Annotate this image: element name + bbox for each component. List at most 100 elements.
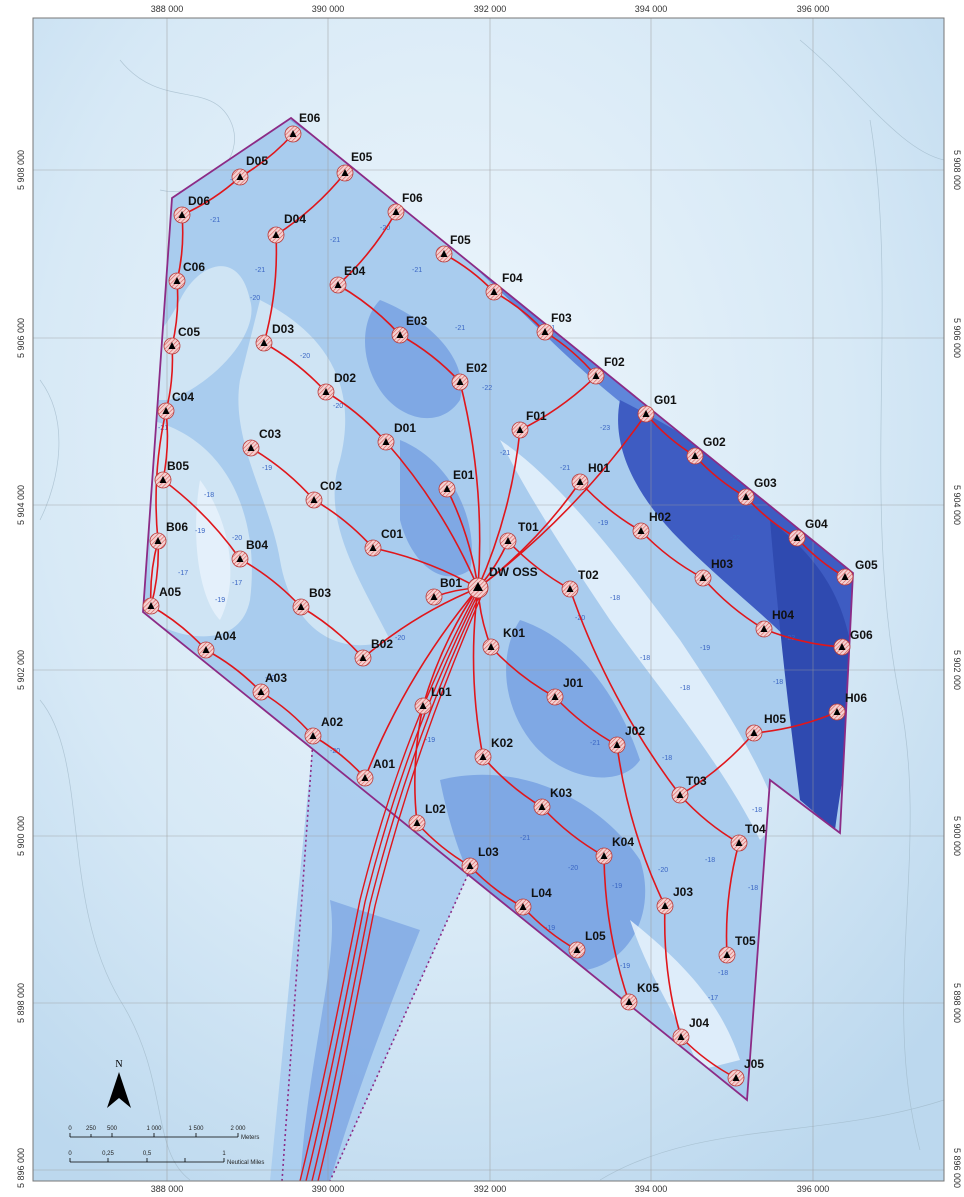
turbine-label: A04: [214, 629, 236, 643]
turbine-e04[interactable]: E04: [329, 264, 366, 294]
scale-tick: 2 000: [230, 1126, 246, 1132]
y-tick-label: 5 906 000: [16, 318, 26, 358]
turbine-f06[interactable]: F06: [387, 191, 423, 221]
turbine-icon: [699, 574, 707, 581]
turbine-d02[interactable]: D02: [317, 371, 356, 401]
turbine-k02[interactable]: K02: [474, 736, 513, 766]
scale-bar: 0 250 500 1 000 1 500 2 000 Meters 0 0,2…: [68, 1126, 264, 1166]
turbine-icon: [742, 493, 750, 500]
turbine-e06[interactable]: E06: [284, 111, 321, 143]
turbine-a01[interactable]: A01: [356, 757, 395, 787]
turbine-d01[interactable]: D01: [377, 421, 416, 451]
depth-label: -20: [568, 865, 578, 872]
turbine-g06[interactable]: G06: [833, 628, 873, 656]
depth-label: -17: [178, 570, 188, 577]
turbine-c05[interactable]: C05: [163, 325, 200, 355]
x-tick-label: 388 000: [151, 4, 184, 14]
turbine-l02[interactable]: L02: [408, 802, 446, 832]
turbine-c04[interactable]: C04: [157, 390, 194, 420]
turbine-icon: [413, 819, 421, 826]
turbine-e02[interactable]: E02: [451, 361, 488, 391]
turbine-j03[interactable]: J03: [656, 885, 693, 915]
turbine-h02[interactable]: H02: [632, 510, 671, 540]
turbine-j01[interactable]: J01: [546, 676, 583, 706]
turbine-k05[interactable]: K05: [620, 981, 659, 1011]
turbine-j02[interactable]: J02: [608, 724, 645, 754]
turbine-d05[interactable]: D05: [231, 154, 268, 186]
turbine-label: B04: [246, 538, 268, 552]
y-tick-labels-left: 5 908 000 5 906 000 5 904 000 5 902 000 …: [16, 150, 26, 1188]
turbine-b06[interactable]: B06: [149, 520, 188, 550]
turbine-l03[interactable]: L03: [461, 845, 499, 875]
turbine-g05[interactable]: G05: [836, 558, 878, 586]
turbine-g01[interactable]: G01: [637, 393, 677, 423]
turbine-j05[interactable]: J05: [727, 1057, 764, 1087]
turbine-a02[interactable]: A02: [304, 715, 343, 745]
turbine-e01[interactable]: E01: [438, 468, 475, 498]
turbine-icon: [519, 903, 527, 910]
scale-tick: 1: [222, 1151, 226, 1157]
turbine-icon: [793, 534, 801, 541]
turbine-c02[interactable]: C02: [305, 479, 342, 509]
x-tick-labels-bottom: 388 000 390 000 392 000 394 000 396 000: [151, 1184, 830, 1194]
turbine-b02[interactable]: B02: [354, 637, 393, 667]
turbine-f04[interactable]: F04: [485, 271, 523, 301]
turbine-f01[interactable]: F01: [511, 409, 547, 439]
turbine-c03[interactable]: C03: [242, 427, 281, 457]
turbine-h03[interactable]: H03: [694, 557, 733, 587]
offshore-substation[interactable]: DW OSS: [467, 565, 538, 599]
turbine-label: C06: [183, 260, 205, 274]
turbine-e05[interactable]: E05: [336, 150, 373, 182]
turbine-g02[interactable]: G02: [686, 435, 726, 465]
oss-label: DW OSS: [489, 565, 538, 579]
turbine-b05[interactable]: B05: [154, 459, 189, 489]
turbine-k03[interactable]: K03: [533, 786, 572, 816]
turbine-d06[interactable]: D06: [173, 194, 210, 224]
turbine-label: H01: [588, 461, 610, 475]
turbine-f05[interactable]: F05: [435, 233, 471, 263]
turbine-h06[interactable]: H06: [828, 691, 867, 721]
turbine-icon: [456, 378, 464, 385]
turbine-icon: [600, 852, 608, 859]
turbine-j04[interactable]: J04: [672, 1016, 709, 1046]
turbine-label: T04: [745, 822, 766, 836]
turbine-icon: [396, 331, 404, 338]
turbine-h01[interactable]: H01: [571, 461, 610, 491]
turbine-b01[interactable]: B01: [425, 576, 462, 606]
turbine-l04[interactable]: L04: [514, 886, 552, 916]
turbine-c01[interactable]: C01: [364, 527, 403, 557]
turbine-d04[interactable]: D04: [267, 212, 306, 244]
turbine-c06[interactable]: C06: [168, 260, 205, 290]
turbine-t04[interactable]: T04: [730, 822, 766, 852]
turbine-d03[interactable]: D03: [255, 322, 294, 352]
turbine-t03[interactable]: T03: [671, 774, 707, 804]
depth-label: -18: [718, 970, 728, 977]
turbine-h05[interactable]: H05: [745, 712, 786, 742]
turbine-t01[interactable]: T01: [499, 520, 539, 550]
turbine-a05[interactable]: A05: [142, 585, 181, 615]
turbine-k01[interactable]: K01: [482, 626, 525, 656]
turbine-e03[interactable]: E03: [391, 314, 428, 344]
depth-label: -23: [600, 425, 610, 432]
y-tick-label: 5 896 000: [16, 1148, 26, 1188]
turbine-g03[interactable]: G03: [737, 476, 777, 506]
turbine-g04[interactable]: G04: [788, 517, 828, 547]
turbine-a04[interactable]: A04: [197, 629, 236, 659]
turbine-b03[interactable]: B03: [292, 586, 331, 616]
turbine-l01[interactable]: L01: [414, 685, 452, 715]
turbine-a03[interactable]: A03: [252, 671, 287, 701]
turbine-l05[interactable]: L05: [568, 929, 606, 959]
turbine-f02[interactable]: F02: [587, 355, 625, 385]
turbine-label: E05: [351, 150, 373, 164]
turbine-k04[interactable]: K04: [595, 835, 634, 865]
map-frame: [32, 17, 945, 1182]
turbine-t05[interactable]: T05: [718, 934, 756, 964]
turbine-icon: [642, 410, 650, 417]
turbine-t02[interactable]: T02: [561, 568, 599, 598]
turbine-icon: [637, 527, 645, 534]
depth-label: -20: [250, 295, 260, 302]
turbine-icon: [272, 231, 280, 238]
turbine-f03[interactable]: F03: [536, 311, 572, 341]
turbine-b04[interactable]: B04: [231, 538, 268, 568]
turbine-h04[interactable]: H04: [755, 608, 794, 638]
